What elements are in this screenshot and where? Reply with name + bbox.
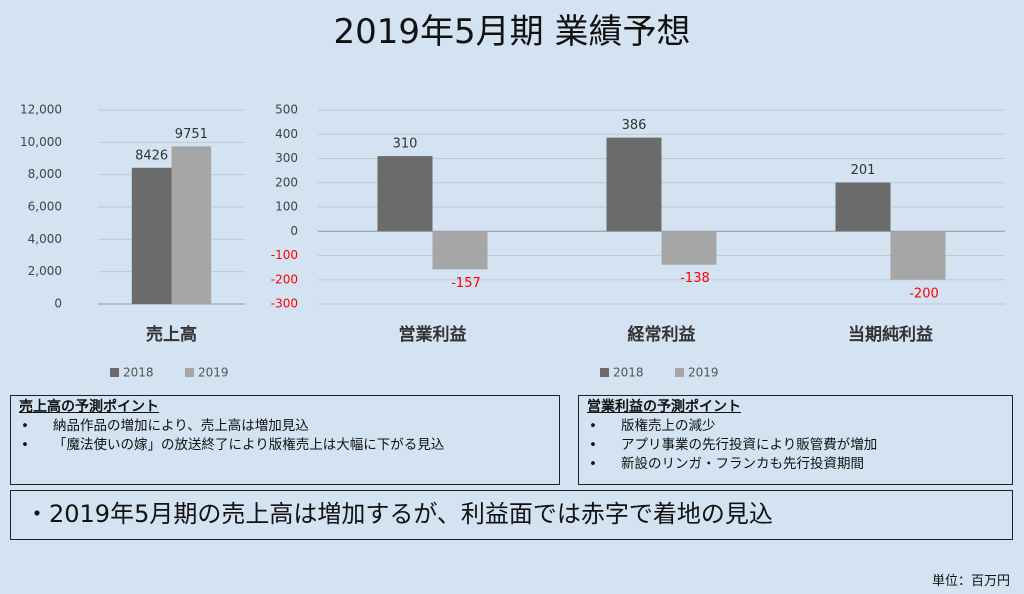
value-label: 386 (622, 118, 647, 133)
note-item: 納品作品の増加により、売上高は増加見込 (19, 417, 551, 436)
y-tick-label: 100 (275, 200, 298, 214)
y-tick-label: 500 (275, 103, 298, 117)
note-item: 新設のリンガ・フランカも先行投資期間 (587, 455, 1004, 474)
note-heading: 売上高の予測ポイント (19, 399, 159, 415)
x-tick-label: 売上高 (146, 324, 197, 345)
y-tick-label: 12,000 (20, 103, 62, 117)
legend-label: 2018 (123, 366, 154, 380)
unit-note: 単位：百万円 (931, 574, 1010, 589)
x-tick-label: 営業利益 (399, 324, 467, 345)
legend-label: 2018 (613, 366, 644, 380)
legend-label: 2019 (198, 366, 229, 380)
y-tick-label: 10,000 (20, 135, 62, 149)
y-tick-label: 0 (54, 297, 62, 311)
value-label: 310 (393, 137, 418, 152)
bar (835, 182, 891, 232)
bar (377, 156, 433, 232)
legend-swatch (110, 368, 119, 377)
y-tick-label: 0 (290, 224, 298, 238)
y-tick-label: 300 (275, 151, 298, 165)
y-tick-label: 6,000 (28, 200, 62, 214)
legend-swatch (185, 368, 194, 377)
summary: ・2019年5月期の売上高は増加するが、利益面では赤字で着地の見込 (10, 490, 1013, 540)
value-label: -138 (680, 271, 710, 286)
legend-swatch (675, 368, 684, 377)
value-label: 9751 (175, 127, 208, 142)
legend-swatch (600, 368, 609, 377)
bar (171, 146, 212, 304)
value-label: -200 (909, 286, 939, 301)
page-title: 2019年5月期 業績予想 (333, 12, 691, 52)
value-label: 8426 (135, 148, 168, 163)
y-tick-label: 400 (275, 127, 298, 141)
note-box: 営業利益の予測ポイント 版権売上の減少 アプリ事業の先行投資により販管費が増加 … (578, 395, 1013, 485)
y-tick-label: -100 (271, 248, 298, 262)
bar (661, 231, 717, 265)
y-tick-label: 8,000 (28, 167, 62, 181)
y-tick-label: -300 (271, 297, 298, 311)
note-heading: 営業利益の予測ポイント (587, 399, 741, 415)
value-label: -157 (451, 276, 481, 291)
note-item: 版権売上の減少 (587, 417, 1004, 436)
note-item: 「魔法使いの嫁」の放送終了により版権売上は大幅に下がる見込 (19, 436, 551, 455)
y-tick-label: -200 (271, 272, 298, 286)
note-list: 納品作品の増加により、売上高は増加見込 「魔法使いの嫁」の放送終了により版権売上… (19, 417, 551, 455)
note-box: 売上高の予測ポイント 納品作品の増加により、売上高は増加見込 「魔法使いの嫁」の… (10, 395, 560, 485)
value-label: 201 (851, 163, 876, 178)
note-item: アプリ事業の先行投資により販管費が増加 (587, 436, 1004, 455)
note-list: 版権売上の減少 アプリ事業の先行投資により販管費が増加 新設のリンガ・フランカも… (587, 417, 1004, 474)
x-tick-label: 経常利益 (628, 324, 696, 345)
bar (890, 231, 946, 280)
charts: 0 2,000 4,000 6,000 8,000 10,000 12,000 売上高 8426… (20, 103, 1005, 380)
bar (606, 137, 662, 232)
bar (131, 167, 172, 304)
y-tick-label: 200 (275, 175, 298, 189)
bar (432, 231, 488, 270)
x-tick-label: 当期純利益 (848, 324, 933, 345)
legend-label: 2019 (688, 366, 719, 380)
y-tick-label: 2,000 (28, 264, 62, 278)
y-tick-label: 4,000 (28, 232, 62, 246)
